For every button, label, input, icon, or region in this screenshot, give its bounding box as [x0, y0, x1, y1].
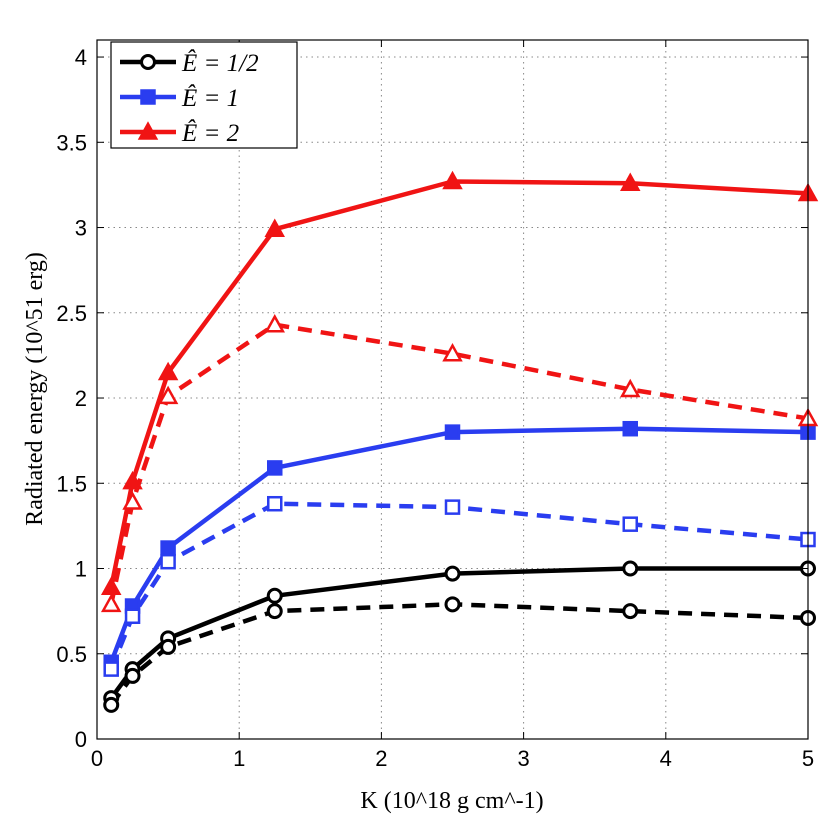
- data-point: [124, 667, 141, 684]
- data-point: [622, 560, 639, 577]
- plot-area: [97, 40, 808, 739]
- x-tick-label: 1: [233, 746, 245, 771]
- data-point: [157, 361, 179, 381]
- data-point: [267, 495, 283, 512]
- y-tick-label: 3: [75, 216, 87, 241]
- x-axis-label: K (10^18 g cm^-1): [360, 788, 543, 814]
- x-tick-label: 5: [802, 746, 814, 771]
- y-tick-label: 0: [75, 727, 87, 752]
- data-point: [122, 491, 143, 510]
- data-point: [264, 218, 285, 237]
- data-point: [620, 378, 641, 398]
- data-point: [444, 565, 461, 582]
- y-axis-label: Radiated energy (10^51 erg): [22, 252, 48, 526]
- data-point: [100, 593, 122, 613]
- data-point: [266, 603, 283, 620]
- data-point: [442, 170, 463, 190]
- data-point: [264, 314, 285, 333]
- y-tick-label: 2.5: [56, 301, 87, 326]
- data-point: [124, 608, 141, 624]
- plot-frame: [96, 39, 809, 740]
- legend-marker: [140, 89, 156, 105]
- data-point: [160, 540, 176, 556]
- y-tick-label: 0.5: [56, 642, 87, 667]
- data-point: [267, 460, 283, 476]
- y-tick-label: 2: [75, 386, 87, 411]
- y-tick-label: 1: [75, 557, 87, 582]
- y-tick-label: 1.5: [56, 471, 87, 496]
- data-point: [103, 661, 119, 677]
- x-tick-label: 2: [375, 746, 387, 771]
- data-point: [444, 596, 461, 613]
- x-tick-label: 4: [660, 746, 672, 771]
- data-point: [444, 499, 461, 515]
- grid-lines: [97, 40, 808, 739]
- x-tick-label: 0: [91, 746, 103, 771]
- legend-label: Ê = 1: [181, 84, 239, 112]
- y-tick-label: 4: [75, 45, 87, 70]
- data-point: [266, 587, 283, 604]
- y-tick-label: 3.5: [56, 130, 87, 155]
- data-point: [620, 172, 641, 191]
- legend-label: Ê = 1/2: [181, 49, 259, 77]
- legend-label: Ê = 2: [181, 119, 239, 147]
- axis-ticks: [96, 40, 809, 740]
- legend-marker: [137, 121, 159, 140]
- legend-marker: [140, 54, 156, 70]
- data-point: [622, 420, 638, 437]
- data-point: [122, 470, 143, 490]
- legend: Ê = 1/2 Ê = 1 Ê = 2: [110, 41, 298, 149]
- data-point: [157, 385, 179, 405]
- y-tick-labels: 0 0.5 1 1.5 2 2.5 3 3.5 4: [56, 45, 87, 752]
- data-point: [160, 553, 176, 570]
- data-point: [444, 424, 461, 440]
- data-point: [622, 603, 639, 620]
- data-point: [160, 638, 177, 655]
- data-point: [103, 696, 120, 713]
- x-tick-labels: 0 1 2 3 4 5: [91, 746, 814, 771]
- data-point: [442, 342, 463, 362]
- x-tick-label: 3: [517, 746, 529, 771]
- data-point: [622, 516, 638, 532]
